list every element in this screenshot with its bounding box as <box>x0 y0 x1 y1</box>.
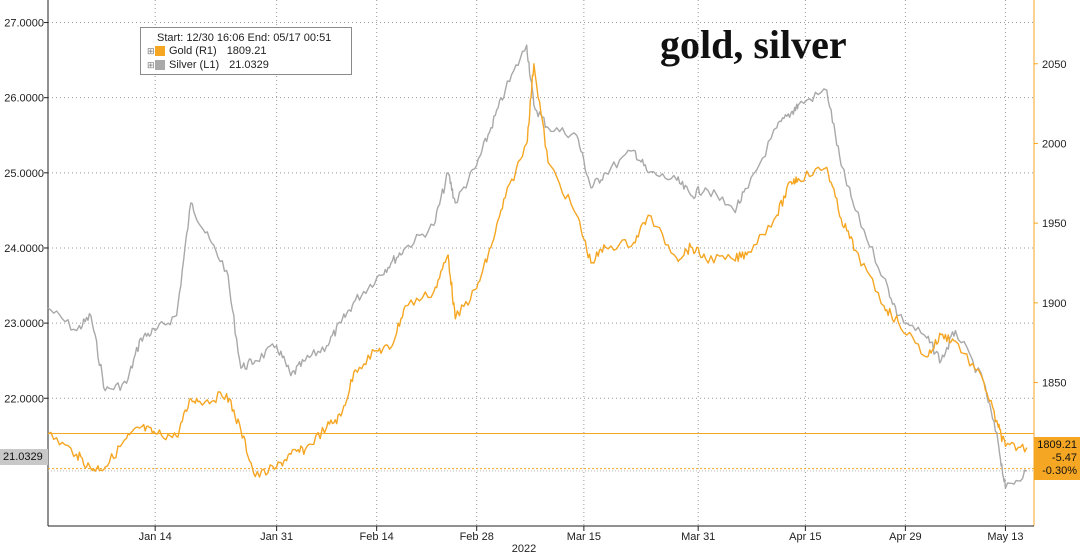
gold-change-pct: -0.30% <box>1042 465 1077 477</box>
x-axis-title: 2022 <box>512 543 536 555</box>
left-tick-label: 27.0000 <box>4 18 44 30</box>
legend-gold-label: Gold (R1) <box>169 45 217 57</box>
gold-last-value: 1809.21 <box>1037 439 1077 451</box>
series-lines <box>47 44 1028 490</box>
x-tick-label: Mar 31 <box>681 531 715 543</box>
chart-headline: gold, silver <box>660 22 847 67</box>
x-tick-label: Apr 15 <box>789 531 821 543</box>
x-tick-label: Apr 29 <box>889 531 921 543</box>
axes <box>47 0 1035 527</box>
left-axis-ticks: 27.0000 26.0000 25.0000 24.0000 23.0000 22.00… <box>4 18 48 405</box>
right-tick-label: 1850 <box>1042 378 1066 390</box>
legend-item-silver[interactable]: ⊞ Silver (L1) 21.0329 <box>147 59 269 71</box>
right-axis-ticks: 2050 2000 1950 1900 1850 <box>1034 59 1066 390</box>
gold-last-value-flag: 1809.21 -5.47 -0.30% <box>1034 437 1080 480</box>
x-tick-label: Jan 14 <box>139 531 172 543</box>
x-tick-label: Jan 31 <box>260 531 293 543</box>
gold-swatch-icon <box>155 46 165 56</box>
x-tick-label: Feb 28 <box>460 531 494 543</box>
left-tick-label: 22.0000 <box>4 393 44 405</box>
silver-last-value-flag: 21.0329 <box>0 449 48 465</box>
left-tick-label: 25.0000 <box>4 168 44 180</box>
legend-gold-value: 1809.21 <box>226 45 267 57</box>
left-tick-label: 26.0000 <box>4 93 44 105</box>
right-tick-label: 1950 <box>1042 218 1066 230</box>
gridlines <box>48 0 1034 526</box>
silver-swatch-icon <box>155 60 165 70</box>
gold-change: -5.47 <box>1051 452 1077 464</box>
left-tick-label: 24.0000 <box>4 243 44 255</box>
expand-icon[interactable]: ⊞ <box>147 59 155 70</box>
legend-silver-value: 21.0329 <box>229 59 269 71</box>
legend-item-gold[interactable]: ⊞ Gold (R1) 1809.21 <box>147 45 266 57</box>
right-tick-label: 1900 <box>1042 298 1066 310</box>
right-tick-label: 2050 <box>1042 59 1066 71</box>
x-axis-ticks: Jan 14 Jan 31 Feb 14 Feb 28 Mar 15 Mar 31 Apr … <box>139 526 1023 543</box>
legend: Start: 12/30 16:06 End: 05/17 00:51 ⊞ Go… <box>140 27 352 75</box>
right-tick-label: 2000 <box>1042 138 1066 150</box>
x-tick-label: Mar 15 <box>567 531 601 543</box>
legend-date-range: Start: 12/30 16:06 End: 05/17 00:51 <box>157 32 332 44</box>
expand-icon[interactable]: ⊞ <box>147 45 155 56</box>
silver-series-line <box>47 44 1028 490</box>
x-tick-label: May 13 <box>987 531 1023 543</box>
gold-series-line <box>47 63 1028 478</box>
left-tick-label: 23.0000 <box>4 318 44 330</box>
legend-silver-label: Silver (L1) <box>169 59 220 71</box>
reference-lines <box>48 433 1034 472</box>
x-tick-label: Feb 14 <box>360 531 394 543</box>
